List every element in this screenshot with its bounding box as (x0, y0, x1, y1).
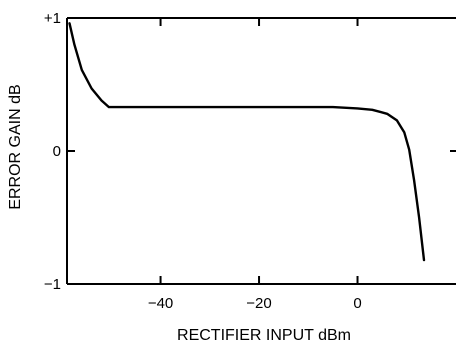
plot-area: +1 0 −1 −40 −20 0 (44, 10, 456, 312)
series-line-0 (68, 22, 426, 262)
series-layer (68, 22, 426, 262)
x-tick-label: 0 (353, 295, 361, 312)
y-tick-label: +1 (44, 10, 61, 27)
x-tick-label: −40 (148, 295, 173, 312)
tick-marks (67, 17, 456, 285)
y-tick-label: −1 (44, 276, 61, 293)
y-tick-label: 0 (53, 143, 61, 160)
x-axis-title: RECTIFIER INPUT dBm (177, 327, 351, 344)
y-axis-title: ERROR GAIN dB (7, 84, 24, 209)
x-tick-label: −20 (246, 295, 271, 312)
tick-labels: +1 0 −1 −40 −20 0 (44, 10, 362, 312)
